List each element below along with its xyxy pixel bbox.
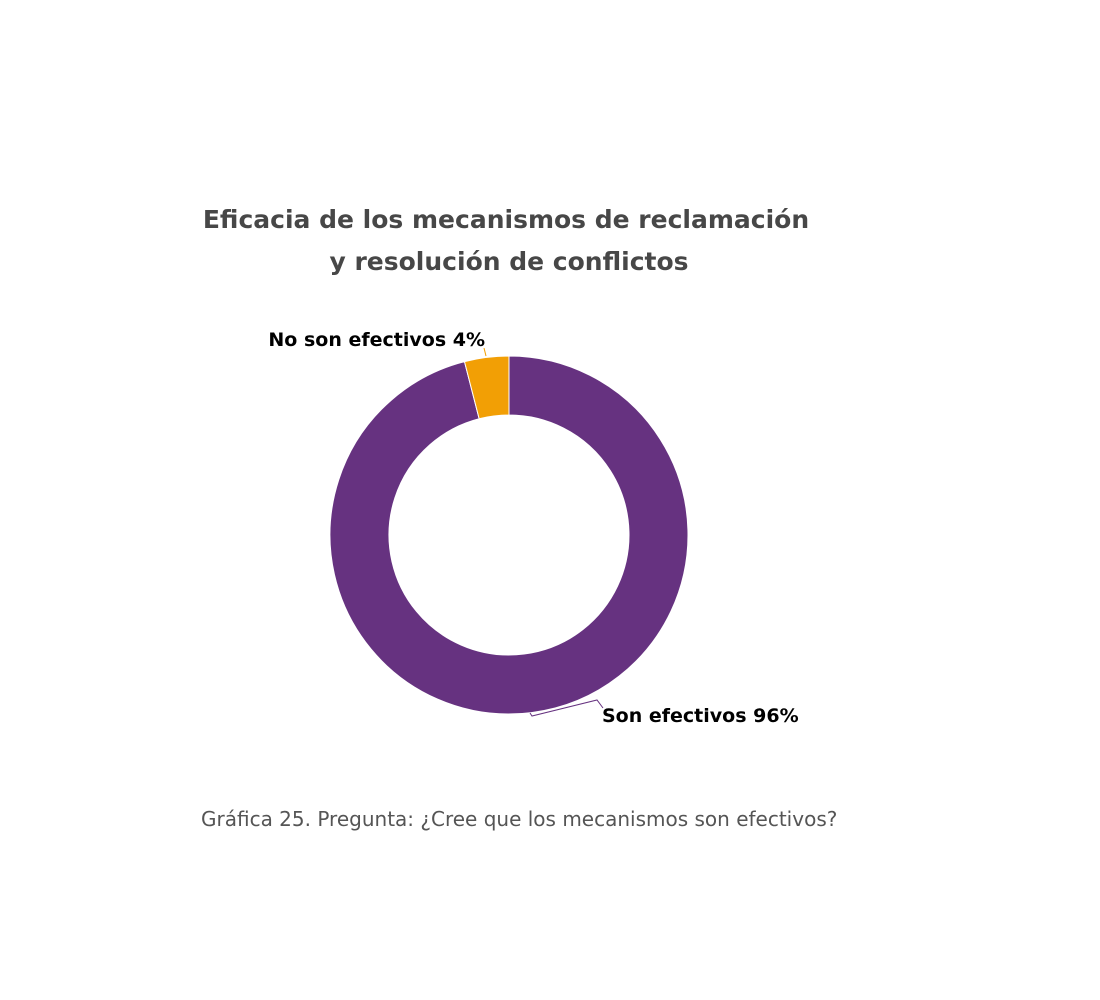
slice-label-no-son-efectivos: No son efectivos 4% xyxy=(268,329,485,351)
donut-slices xyxy=(329,355,689,715)
slice-no-son-efectivos-4 xyxy=(463,355,510,420)
slice-son-efectivos-96 xyxy=(329,355,689,715)
leader-line-no-son-efectivos xyxy=(483,347,487,357)
slice-label-son-efectivos: Son efectivos 96% xyxy=(602,705,799,727)
chart-title-line-1: Eficacia de los mecanismos de reclamació… xyxy=(203,205,809,234)
chart-title-line-2: y resolución de conflictos xyxy=(329,247,688,276)
chart-caption: Gráfica 25. Pregunta: ¿Cree que los meca… xyxy=(201,807,837,831)
leader-line-son-efectivos xyxy=(529,699,604,717)
